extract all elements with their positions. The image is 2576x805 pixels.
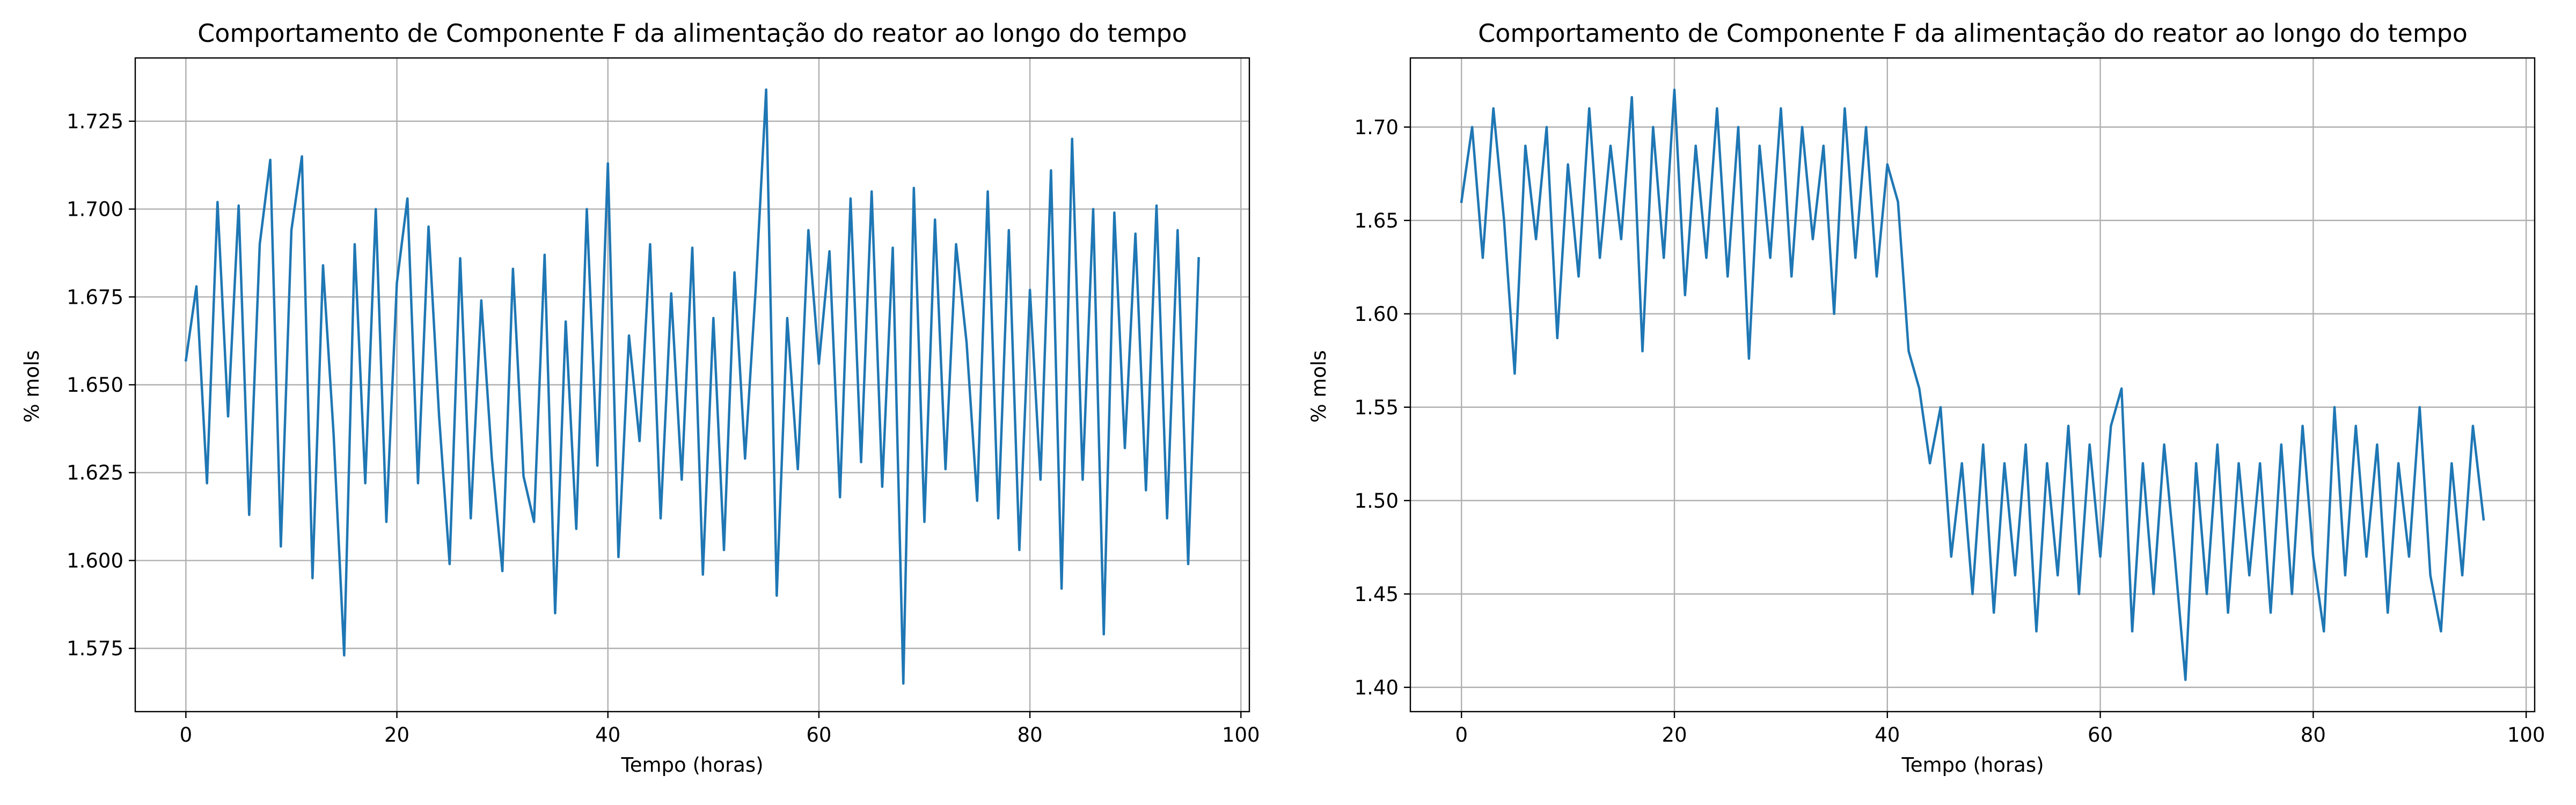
- chart-left-xtick-label: 80: [1018, 723, 1043, 747]
- chart-right: Comportamento de Componente F da aliment…: [1307, 19, 2545, 777]
- chart-left-plot-frame: [134, 57, 1250, 713]
- chart-left-ytick-label: 1.575: [67, 637, 123, 660]
- chart-right-ylabel: % mols: [1307, 350, 1330, 422]
- chart-right-series: [1460, 88, 2485, 682]
- chart-right-ytick-label: 1.65: [1355, 209, 1399, 232]
- chart-left-ytick-label: 1.625: [67, 462, 123, 485]
- chart-right-ytick-label: 1.45: [1355, 583, 1399, 606]
- chart-right-series-line: [1460, 88, 2485, 682]
- chart-left-xlabel: Tempo (horas): [620, 753, 763, 777]
- chart-left-ytick-label: 1.650: [67, 374, 123, 397]
- chart-left-ytick-label: 1.725: [67, 110, 123, 133]
- chart-right-ytick-label: 1.40: [1355, 676, 1399, 699]
- chart-right-xtick-label: 80: [2301, 723, 2326, 747]
- chart-right-grid: [1410, 58, 2535, 712]
- chart-right-ytick-label: 1.70: [1355, 116, 1399, 139]
- chart-right-ytick-label: 1.60: [1355, 303, 1399, 326]
- chart-left-xtick-label: 40: [595, 723, 620, 747]
- chart-right-plot-frame: [1409, 57, 2536, 713]
- chart-left-series-line: [184, 88, 1200, 685]
- chart-left-xtick-label: 100: [1222, 723, 1260, 747]
- chart-left-xtick-label: 20: [384, 723, 409, 747]
- chart-right-ticks: 0 20 40 60 80 100 1.40 1.45 1.50 1.55 1.60 1.65 1.70: [1355, 116, 2545, 747]
- chart-right-ytick-label: 1.50: [1355, 489, 1399, 513]
- chart-left-ytick-label: 1.600: [67, 549, 123, 572]
- chart-right-xtick-label: 60: [2088, 723, 2113, 747]
- chart-right-title: Comportamento de Componente F da aliment…: [1478, 19, 2468, 48]
- chart-left-xtick-label: 60: [806, 723, 831, 747]
- chart-left-ticks: 0 20 40 60 80 100 1.575 1.600 1.625 1.650 1.675 1.7…: [67, 110, 1260, 747]
- chart-right-xtick-label: 0: [1455, 723, 1468, 747]
- chart-right-ytick-label: 1.55: [1355, 396, 1399, 419]
- chart-left-ylabel: % mols: [20, 350, 43, 422]
- chart-left-ytick-label: 1.700: [67, 198, 123, 221]
- chart-right-xtick-label: 20: [1662, 723, 1687, 747]
- chart-left-xtick-label: 0: [180, 723, 193, 747]
- chart-left-series: [184, 88, 1200, 685]
- chart-left-title: Comportamento de Componente F da aliment…: [197, 19, 1187, 48]
- chart-left: Comportamento de Componente F da aliment…: [20, 19, 1260, 777]
- chart-right-xtick-label: 40: [1875, 723, 1900, 747]
- chart-left-ytick-label: 1.675: [67, 286, 123, 309]
- chart-right-xtick-label: 100: [2507, 723, 2545, 747]
- chart-right-xlabel: Tempo (horas): [1901, 753, 2044, 777]
